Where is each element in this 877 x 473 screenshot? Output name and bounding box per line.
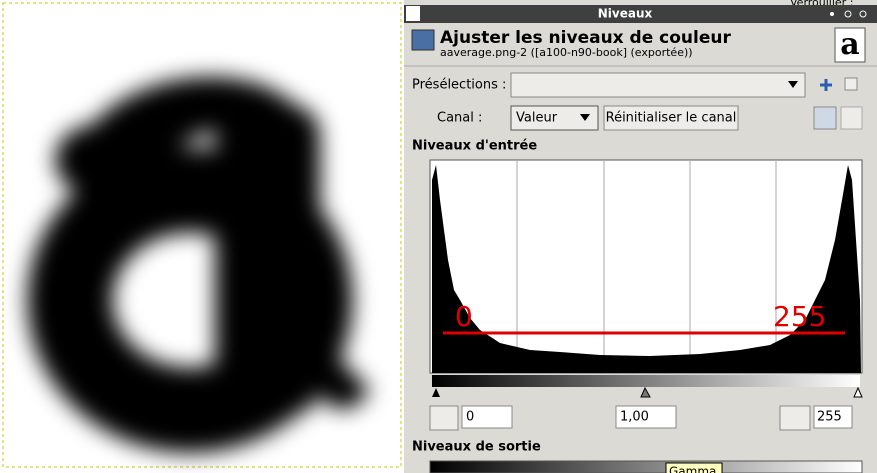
combo-arrow xyxy=(788,81,798,88)
title-bar xyxy=(404,5,877,23)
linear-toggle[interactable] xyxy=(813,106,837,130)
gamma-handle[interactable] xyxy=(640,386,651,398)
input-low-field[interactable] xyxy=(461,405,513,429)
selection-border xyxy=(2,2,402,468)
annotation-high: 255 xyxy=(773,300,826,333)
reset-button[interactable] xyxy=(603,105,739,131)
preset-menu[interactable] xyxy=(844,77,858,91)
histogram-grid xyxy=(516,160,777,373)
reset-label: Réinitialiser le canal xyxy=(606,111,737,126)
presets-label: Présélections : xyxy=(412,78,506,93)
input-gamma-field[interactable] xyxy=(615,405,677,429)
annotation-low: 0 xyxy=(455,300,473,333)
blurred-glyph xyxy=(27,76,370,453)
thumbnail xyxy=(834,27,866,63)
log-toggle[interactable] xyxy=(840,106,863,130)
low-handle[interactable] xyxy=(432,388,440,397)
dialog-title: Ajuster les niveaux de couleur xyxy=(440,28,731,48)
histogram-shape xyxy=(432,165,861,373)
presets-combo[interactable] xyxy=(510,72,806,98)
input-gradient xyxy=(432,375,860,387)
add-preset[interactable] xyxy=(820,79,832,91)
channel-value: Valeur xyxy=(516,111,558,126)
combo-arrow xyxy=(580,114,590,121)
dialog-icon xyxy=(411,29,435,51)
input-gamma: 1,00 xyxy=(620,410,649,425)
window-controls[interactable] xyxy=(830,10,867,18)
output-gradient xyxy=(429,460,863,473)
input-high-field[interactable] xyxy=(813,405,853,429)
input-low: 0 xyxy=(466,410,474,425)
tooltip-text: Gamma xyxy=(669,465,716,473)
white-picker[interactable] xyxy=(779,405,811,431)
black-picker[interactable] xyxy=(429,405,459,431)
window-title: Niveaux xyxy=(598,7,653,21)
input-high: 255 xyxy=(817,410,842,425)
app-icon xyxy=(406,6,420,21)
output-levels-label: Niveaux de sortie xyxy=(412,440,541,455)
dialog-subtitle: aaverage.png-2 ([a100-n90-book] (exporté… xyxy=(440,46,693,59)
thumbnail-glyph: a xyxy=(840,27,859,62)
channel-label: Canal : xyxy=(437,111,482,126)
input-levels-label: Niveaux d'entrée xyxy=(412,139,537,154)
tooltip xyxy=(665,462,723,473)
high-handle[interactable] xyxy=(853,386,863,398)
lock-label: Verrouiller : xyxy=(790,0,853,9)
